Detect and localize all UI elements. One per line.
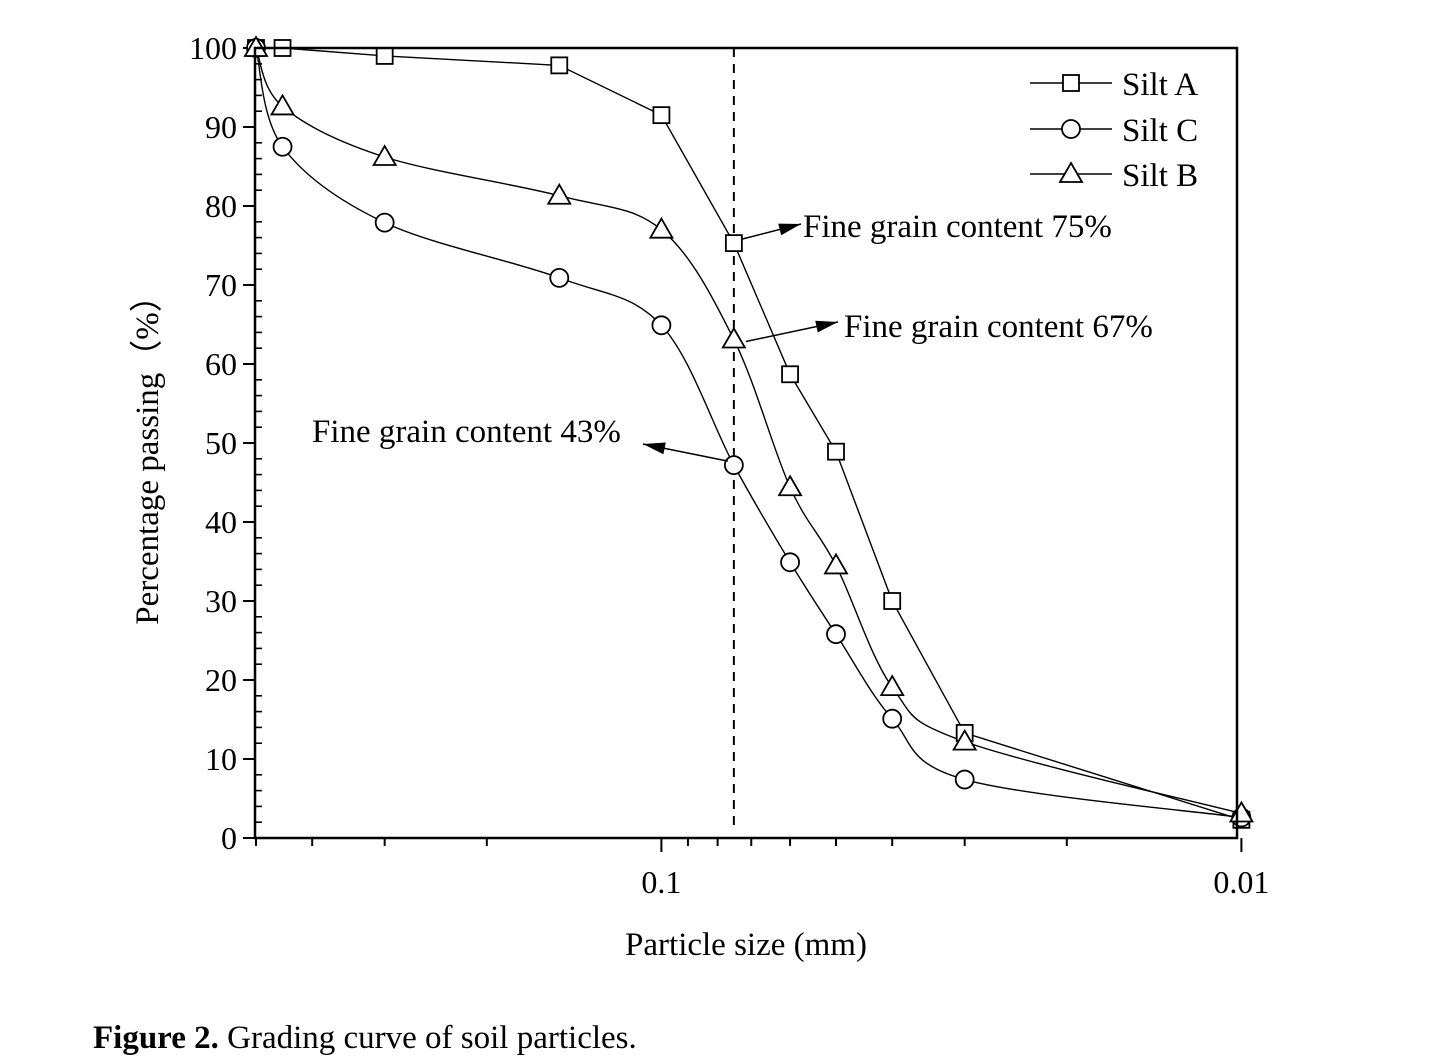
y-tick-label: 60 <box>205 346 237 382</box>
grading-curve-chart: 0 10 20 30 40 50 60 70 80 90 100 0.1 0.01 Particle … <box>130 30 1269 963</box>
figure-caption-text: Grading curve of soil particles. <box>218 1020 637 1056</box>
legend-marker-square <box>1062 74 1080 92</box>
annotation-arrowhead-43 <box>643 442 666 455</box>
figure-caption: Figure 2. Grading curve of soil particle… <box>93 1020 637 1057</box>
y-tick-label: 80 <box>205 188 237 224</box>
data-point-triangle <box>777 474 803 497</box>
data-point-circle <box>549 267 570 288</box>
x-axis-label: Particle size (mm) <box>625 927 867 963</box>
annotation-fine-grain-43: Fine grain content 43% <box>312 414 621 450</box>
data-point-circle <box>723 455 744 476</box>
data-point-square <box>827 442 845 461</box>
annotation-arrowhead-75 <box>778 223 801 236</box>
y-tick-label: 100 <box>189 30 237 66</box>
data-point-circle <box>826 624 846 645</box>
y-tick-label: 10 <box>205 741 237 777</box>
data-point-square <box>724 234 743 253</box>
data-point-triangle <box>952 728 978 751</box>
data-point-circle <box>272 136 293 157</box>
legend-label: Silt B <box>1122 158 1198 194</box>
data-point-triangle <box>372 144 398 166</box>
data-point-square <box>375 47 394 65</box>
y-tick-label: 30 <box>205 583 237 619</box>
data-point-circle <box>882 708 903 729</box>
data-point-triangle <box>269 93 296 116</box>
annotation-arrowhead-67 <box>815 320 838 333</box>
annotations: Fine grain content 75% Fine grain conten… <box>312 209 1153 462</box>
data-point-circle <box>954 769 975 790</box>
x-tick-label: 0.1 <box>641 864 681 900</box>
data-point-triangle <box>823 552 849 575</box>
data-point-triangle <box>546 182 572 205</box>
x-tick-label: 0.01 <box>1213 864 1269 900</box>
y-tick-label: 0 <box>221 820 237 856</box>
data-point-square <box>883 592 902 610</box>
y-tick-label: 20 <box>205 662 237 698</box>
x-tick-labels: 0.1 0.01 <box>641 864 1269 900</box>
data-point-square <box>781 365 799 384</box>
data-point-circle <box>780 552 800 573</box>
data-point-triangle <box>648 216 674 239</box>
legend-marker-circle <box>1061 119 1081 139</box>
axis-ticks <box>243 47 1243 852</box>
legend: Silt A Silt C Silt B <box>1030 67 1198 194</box>
figure-caption-label: Figure 2. <box>93 1020 219 1056</box>
y-axis-label: Percentage passing（%） <box>130 279 166 625</box>
y-tick-labels: 0 10 20 30 40 50 60 70 80 90 100 <box>189 30 237 856</box>
data-point-square <box>652 106 671 125</box>
series-markers <box>243 35 1254 829</box>
data-point-triangle <box>879 674 905 697</box>
data-point-triangle <box>721 326 747 349</box>
y-tick-label: 70 <box>205 267 237 303</box>
data-point-square <box>550 56 569 75</box>
data-point-circle <box>651 315 672 336</box>
y-tick-label: 50 <box>205 425 237 461</box>
plot-frame <box>253 46 1239 840</box>
legend-marker-triangle <box>1058 161 1084 183</box>
data-point-circle <box>374 212 395 233</box>
y-tick-label: 40 <box>205 504 237 540</box>
legend-label: Silt A <box>1122 67 1198 103</box>
y-tick-label: 90 <box>205 109 237 145</box>
annotation-fine-grain-75: Fine grain content 75% <box>803 209 1112 245</box>
legend-label: Silt C <box>1122 113 1198 149</box>
annotation-fine-grain-67: Fine grain content 67% <box>844 309 1153 345</box>
